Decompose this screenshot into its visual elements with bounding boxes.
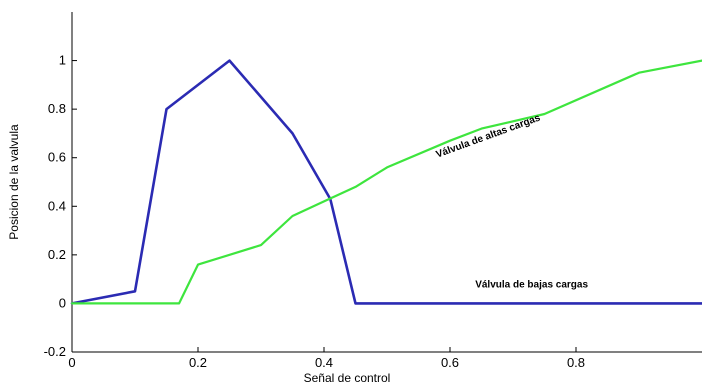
y-tick-label: 0.2 (48, 247, 66, 262)
annotations: Válvula de altas cargas Válvula de bajas … (435, 112, 589, 290)
axes (71, 12, 702, 353)
x-tick-label: 0.2 (189, 355, 207, 370)
series-line-bajas-cargas (70, 59, 702, 305)
ticks: 0 0.2 0.4 0.6 0.8-0.200.20.40.60.81 (44, 53, 585, 370)
x-tick-label: 0 (68, 355, 75, 370)
y-tick-label: 0.6 (48, 150, 66, 165)
y-tick-label: 0.8 (48, 101, 66, 116)
annotation-label-1: Válvula de altas cargas (435, 112, 543, 160)
annotation-label-2: Válvula de bajas cargas (475, 280, 588, 291)
x-tick-label: 0.8 (567, 355, 585, 370)
y-tick-label: -0.2 (44, 344, 66, 359)
series (70, 59, 702, 305)
y-axis-title: Posicion de la valvula (7, 124, 21, 240)
series-line-altas-cargas (70, 59, 702, 305)
y-tick-label: 1 (59, 53, 66, 68)
x-axis-title: Señal de control (304, 371, 391, 385)
y-tick-label: 0 (59, 295, 66, 310)
x-tick-label: 0.4 (315, 355, 333, 370)
x-tick-label: 0.6 (441, 355, 459, 370)
y-tick-label: 0.4 (48, 198, 66, 213)
